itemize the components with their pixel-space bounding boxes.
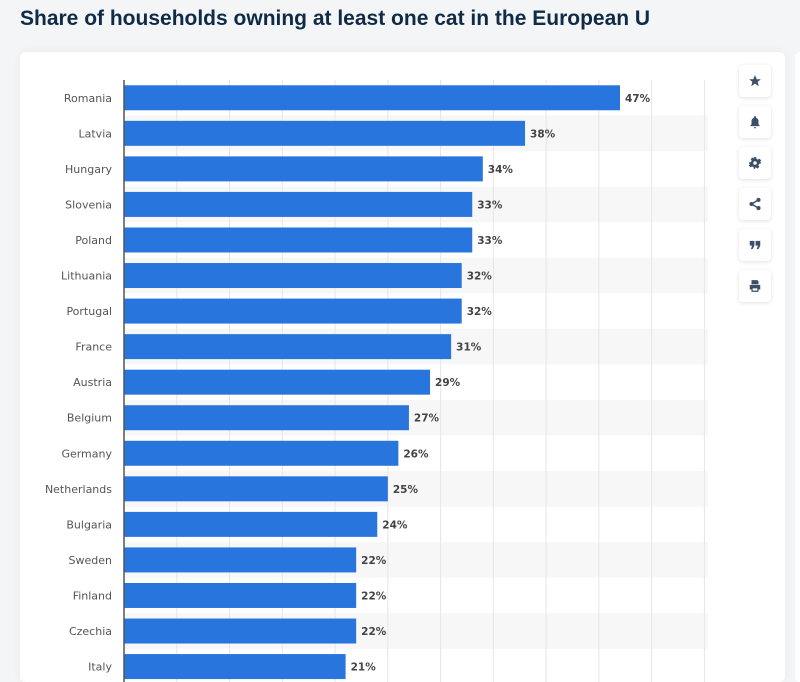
data-label: 32%	[467, 306, 493, 318]
category-label: Lithuania	[61, 270, 112, 283]
bar-czechia	[124, 618, 357, 644]
data-label: 34%	[488, 164, 514, 176]
bar-sweden	[124, 547, 357, 573]
bar-bulgaria	[124, 511, 378, 537]
data-label: 25%	[393, 484, 419, 496]
page-title: Share of households owning at least one …	[20, 7, 651, 30]
bar-romania	[124, 85, 620, 111]
cite-button[interactable]	[739, 229, 771, 261]
data-label: 31%	[456, 342, 482, 354]
star-icon	[749, 75, 761, 87]
category-label: Poland	[75, 234, 112, 247]
data-label: 22%	[361, 626, 387, 638]
category-label: Portugal	[66, 305, 112, 318]
data-label: 38%	[530, 128, 556, 140]
data-label: 47%	[625, 93, 651, 105]
category-label: Slovenia	[65, 198, 112, 211]
bar-hungary	[124, 156, 483, 182]
side-panel	[795, 52, 800, 682]
category-label: Finland	[73, 589, 112, 602]
category-label: Sweden	[69, 554, 112, 567]
quote-icon	[749, 240, 761, 250]
bar-portugal	[124, 298, 462, 324]
bar-italy	[124, 654, 346, 680]
category-label: Czechia	[69, 625, 112, 638]
bar-slovenia	[124, 191, 473, 217]
data-label: 33%	[477, 235, 503, 247]
bar-belgium	[124, 405, 409, 431]
data-label: 22%	[361, 590, 387, 602]
category-label: Austria	[73, 376, 112, 389]
settings-button[interactable]	[739, 147, 771, 179]
category-label: Hungary	[65, 163, 112, 176]
bar-austria	[124, 369, 431, 395]
bar-latvia	[124, 120, 526, 146]
category-label: Bulgaria	[66, 518, 112, 531]
category-label: Belgium	[67, 412, 112, 425]
category-label: Netherlands	[45, 483, 112, 496]
bell-icon	[750, 116, 760, 129]
data-label: 21%	[351, 662, 377, 674]
data-label: 32%	[467, 271, 493, 283]
data-label: 26%	[403, 448, 429, 460]
gear-icon	[748, 157, 762, 169]
data-label: 29%	[435, 377, 461, 389]
category-label: Italy	[88, 661, 112, 674]
data-label: 33%	[477, 199, 503, 211]
category-label: Romania	[64, 92, 112, 105]
share-icon	[749, 197, 761, 211]
share-button[interactable]	[739, 188, 771, 220]
print-icon	[749, 280, 761, 292]
bar-poland	[124, 227, 473, 253]
category-label: Latvia	[79, 127, 113, 140]
notification-button[interactable]	[739, 106, 771, 138]
bar-finland	[124, 582, 357, 608]
data-label: 22%	[361, 555, 387, 567]
data-label: 24%	[382, 519, 408, 531]
bar-germany	[124, 440, 399, 466]
data-label: 27%	[414, 413, 440, 425]
bar-netherlands	[124, 476, 388, 502]
category-label: France	[75, 341, 112, 354]
bar-france	[124, 334, 452, 360]
chart-toolbar	[739, 65, 771, 311]
bar-lithuania	[124, 263, 462, 289]
print-button[interactable]	[739, 270, 771, 302]
category-label: Germany	[61, 447, 112, 460]
favorite-button[interactable]	[739, 65, 771, 97]
